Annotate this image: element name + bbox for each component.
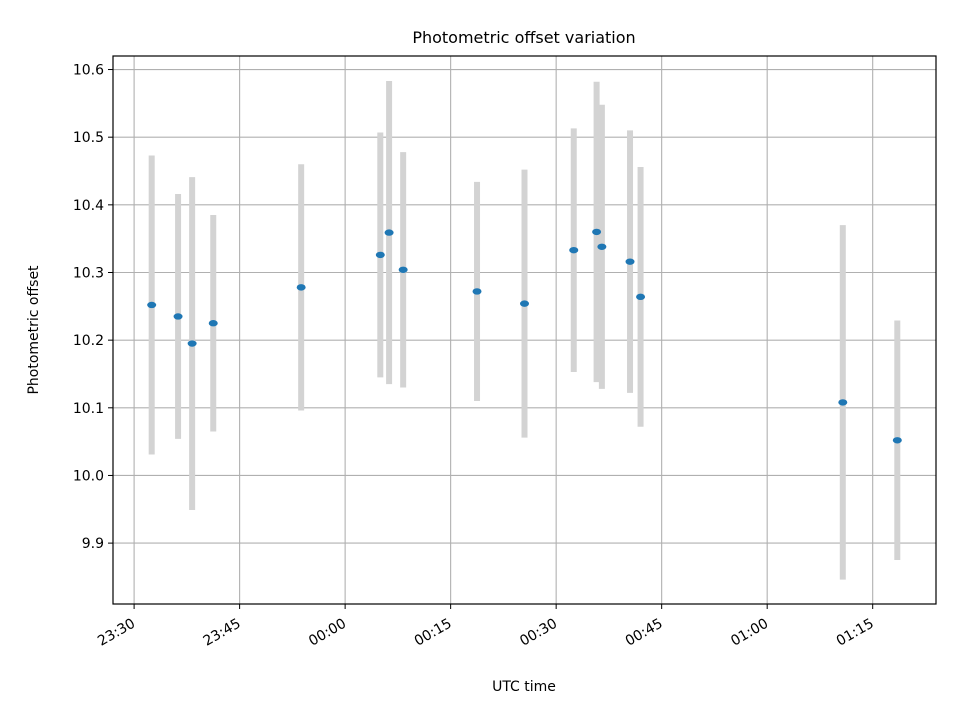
y-tick-label: 10.0	[73, 468, 104, 484]
data-point	[520, 300, 529, 307]
data-point	[375, 251, 385, 259]
x-axis-label: UTC time	[492, 679, 556, 695]
data-point	[592, 228, 602, 236]
plot-area-frame	[112, 55, 937, 605]
data-point	[398, 266, 408, 273]
data-point	[208, 320, 218, 327]
data-point	[384, 229, 394, 236]
data-point	[636, 293, 646, 301]
y-tick-label: 10.6	[73, 63, 104, 79]
y-tick-label: 10.4	[73, 198, 104, 214]
x-tick-label: 01:00	[728, 616, 771, 650]
data-point	[296, 284, 306, 291]
x-tick-label: 23:45	[201, 616, 244, 650]
data-point	[892, 437, 902, 444]
x-tick-label: 00:45	[623, 616, 666, 650]
chart-title: Photometric offset variation	[412, 28, 635, 47]
y-axis-label: Photometric offset	[26, 265, 42, 395]
data-point	[625, 258, 635, 265]
data-points	[147, 228, 902, 444]
data-point	[173, 313, 183, 320]
x-tick-label: 01:15	[834, 616, 877, 650]
y-tick-label: 9.9	[82, 536, 104, 552]
data-point	[147, 301, 157, 309]
y-tick-label: 10.1	[73, 401, 104, 417]
y-tick-label: 10.2	[73, 333, 104, 349]
x-axis-ticks: 23:30 23:45 00:00 00:15 00:30 00:45 01:00 01:15	[95, 604, 877, 650]
x-tick-label: 23:30	[95, 616, 138, 650]
error-bars	[148, 81, 901, 580]
data-point	[187, 340, 197, 347]
y-tick-label: 10.3	[73, 265, 104, 281]
data-point	[569, 246, 579, 254]
x-tick-label: 00:00	[306, 616, 349, 650]
y-tick-label: 10.5	[73, 130, 104, 146]
data-point	[597, 243, 607, 250]
data-point	[838, 399, 848, 406]
x-tick-label: 00:15	[412, 616, 455, 650]
y-axis-ticks: 9.9 10.0 10.1 10.2 10.3 10.4 10.5 10.6	[73, 63, 113, 552]
data-point	[472, 288, 482, 295]
x-tick-label: 00:30	[517, 616, 560, 650]
